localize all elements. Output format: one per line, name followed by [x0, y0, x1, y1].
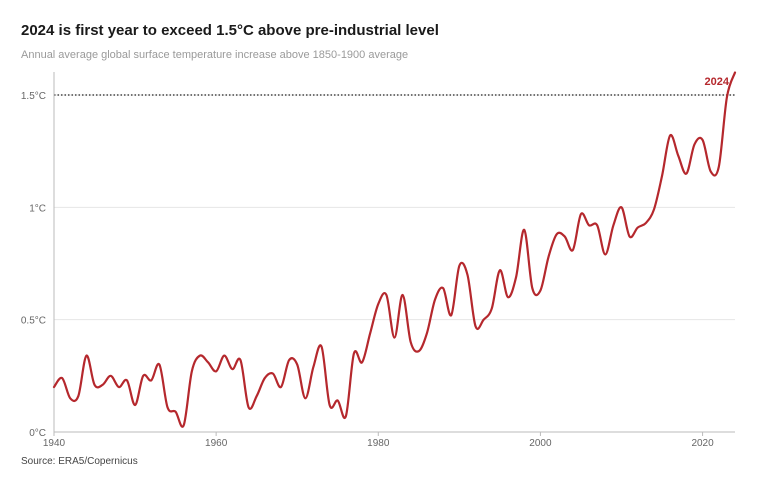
y-tick-label: 1°C — [29, 203, 46, 214]
chart-title: 2024 is first year to exceed 1.5°C above… — [21, 22, 439, 39]
x-tick-label: 1940 — [43, 438, 66, 449]
x-tick-label: 2020 — [691, 438, 714, 449]
y-tick-label: 0°C — [29, 428, 46, 439]
axis-layer — [53, 72, 735, 436]
chart-subtitle: Annual average global surface temperatur… — [21, 49, 409, 61]
grid-layer — [54, 94, 735, 321]
x-tick-label: 1960 — [205, 438, 228, 449]
label-layer: 0°C 0.5°C 1°C 1.5°C 1940 1960 1980 2000 2020 2024 — [21, 76, 730, 449]
y-tick-label: 0.5°C — [21, 316, 46, 327]
series-layer — [52, 71, 737, 428]
x-tick-label: 1980 — [367, 438, 390, 449]
annotation-2024: 2024 — [705, 76, 730, 88]
x-tick-label: 2000 — [529, 438, 552, 449]
source-note: Source: ERA5/Copernicus — [21, 456, 138, 467]
series-line — [52, 71, 737, 428]
y-tick-label: 1.5°C — [21, 91, 46, 102]
